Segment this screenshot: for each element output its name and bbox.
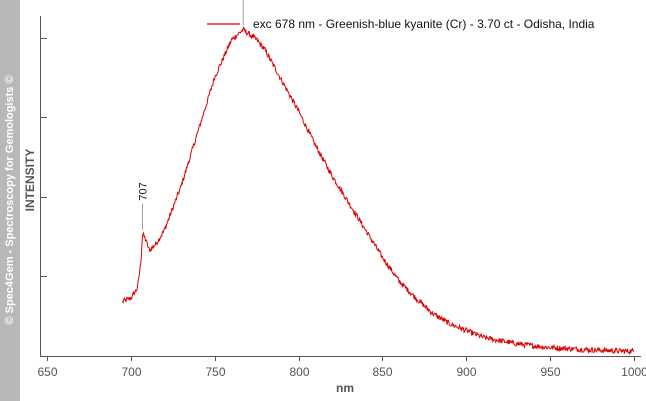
x-tick-label-650: 650 bbox=[37, 365, 57, 379]
x-tick-label-950: 950 bbox=[540, 365, 560, 379]
peak-annotations: 707767 bbox=[138, 0, 244, 230]
x-tick-label-800: 800 bbox=[289, 365, 309, 379]
x-tick-label-850: 850 bbox=[372, 365, 392, 379]
legend-label: exc 678 nm - Greenish-blue kyanite (Cr) … bbox=[253, 17, 595, 31]
x-tick-label-750: 750 bbox=[205, 365, 225, 379]
x-axis-title: nm bbox=[336, 381, 354, 395]
x-tick-label-900: 900 bbox=[456, 365, 476, 379]
legend: exc 678 nm - Greenish-blue kyanite (Cr) … bbox=[207, 17, 595, 31]
axis-ticks: 650 700 750 800 850 900 950 1000 bbox=[37, 38, 646, 379]
y-axis-title: INTENSITY bbox=[23, 149, 37, 212]
x-tick-label-700: 700 bbox=[121, 365, 141, 379]
watermark-sidebar: © Spec4Gem - Spectroscopy for Gemologist… bbox=[0, 0, 20, 401]
x-tick-label-1000: 1000 bbox=[621, 365, 646, 379]
annotation-label-707: 707 bbox=[138, 182, 150, 200]
series-line bbox=[122, 26, 635, 355]
